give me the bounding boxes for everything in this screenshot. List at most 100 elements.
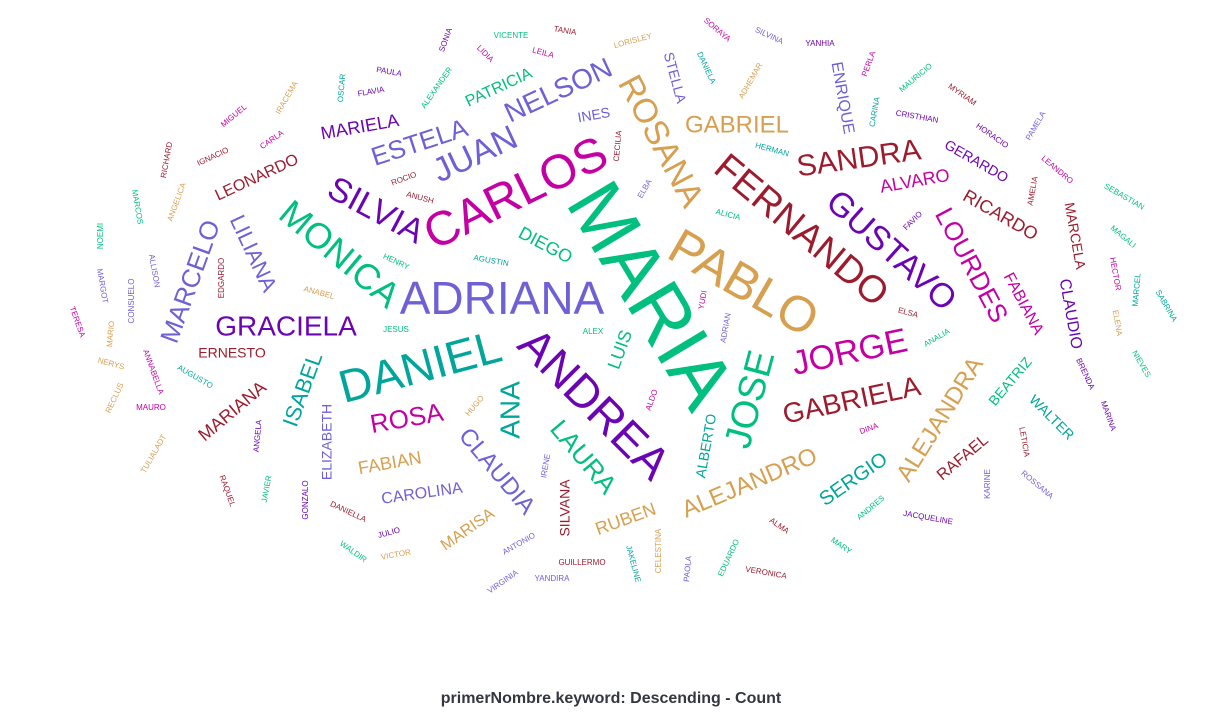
word-vicente[interactable]: VICENTE (494, 31, 529, 40)
word-rocio[interactable]: ROCIO (390, 170, 418, 187)
word-daniella[interactable]: DANIELLA (329, 499, 368, 524)
word-sebastian[interactable]: SEBASTIAN (1103, 182, 1147, 212)
word-ruben[interactable]: RUBEN (593, 499, 659, 539)
word-rossana[interactable]: ROSSANA (1019, 469, 1055, 501)
word-annabella[interactable]: ANNABELLA (141, 348, 166, 396)
word-dina[interactable]: DINA (858, 421, 880, 436)
word-alma[interactable]: ALMA (768, 516, 792, 536)
word-ana[interactable]: ANA (494, 381, 525, 439)
word-carolina[interactable]: CAROLINA (380, 480, 464, 508)
word-luis[interactable]: LUIS (604, 327, 636, 371)
word-stella[interactable]: STELLA (661, 50, 690, 105)
word-raquel[interactable]: RAQUEL (218, 474, 238, 509)
word-adriana[interactable]: ADRIANA (400, 272, 605, 324)
word-leticia[interactable]: LETICIA (1017, 426, 1031, 458)
word-herman[interactable]: HERMAN (754, 141, 790, 159)
word-anush[interactable]: ANUSH (405, 190, 435, 206)
word-allison[interactable]: ALLISON (147, 254, 162, 289)
word-waldir[interactable]: WALDIR (338, 539, 369, 564)
word-marcela[interactable]: MARCELA (1062, 201, 1090, 271)
word-elena[interactable]: ELENA (1111, 309, 1125, 337)
word-alex[interactable]: ALEX (583, 327, 604, 336)
word-mario[interactable]: MARIO (105, 321, 116, 348)
word-graciela[interactable]: GRACIELA (215, 310, 357, 341)
word-pamela[interactable]: PAMELA (1024, 109, 1048, 142)
word-paola[interactable]: PAOLA (682, 555, 693, 582)
word-javier[interactable]: JAVIER (260, 474, 274, 503)
word-noemi[interactable]: NOEMI (96, 223, 105, 249)
word-silvana[interactable]: SILVANA (557, 479, 573, 537)
word-teresa[interactable]: TERESA (68, 305, 88, 339)
word-karine[interactable]: KARINE (983, 469, 992, 499)
word-claudio[interactable]: CLAUDIO (1056, 277, 1085, 350)
word-celestina[interactable]: CELESTINA (654, 528, 663, 573)
word-perla[interactable]: PERLA (860, 49, 878, 77)
word-sonia[interactable]: SONIA (437, 26, 454, 53)
word-tulialadt[interactable]: TULIALADT (139, 433, 168, 475)
word-marcos[interactable]: MARCOS (130, 189, 145, 225)
word-augusto[interactable]: AUGUSTO (176, 363, 215, 391)
word-leonardo[interactable]: LEONARDO (213, 151, 302, 204)
word-mauricio[interactable]: MAURICIO (898, 61, 934, 94)
word-myriam[interactable]: MYRIAM (947, 82, 979, 108)
word-adhemar[interactable]: ADHEMAR (737, 61, 765, 100)
word-amelia[interactable]: AMELIA (1026, 175, 1040, 206)
word-nerys[interactable]: NERYS (97, 356, 126, 372)
word-julio[interactable]: JULIO (377, 525, 401, 540)
word-elsa[interactable]: ELSA (897, 306, 920, 320)
word-richard[interactable]: RICHARD (159, 141, 174, 179)
word-lidia[interactable]: LIDIA (475, 43, 496, 64)
word-angelica[interactable]: ANGELICA (165, 181, 188, 223)
word-alberto[interactable]: ALBERTO (692, 412, 719, 479)
word-gabriel[interactable]: GABRIEL (685, 111, 789, 138)
word-leila[interactable]: LEILA (531, 45, 555, 60)
word-antonio[interactable]: ANTONIO (501, 531, 537, 557)
word-jesus[interactable]: JESUS (383, 325, 409, 334)
word-lorisley[interactable]: LORISLEY (613, 31, 654, 50)
word-margot[interactable]: MARGOT (95, 268, 110, 304)
word-nieves[interactable]: NIEVES (1130, 349, 1152, 379)
word-gonzalo[interactable]: GONZALO (301, 480, 310, 519)
word-soraya[interactable]: SORAYA (702, 16, 733, 44)
word-guillermo[interactable]: GUILLERMO (558, 558, 605, 567)
word-angela[interactable]: ANGELA (252, 419, 264, 453)
word-victor[interactable]: VICTOR (380, 548, 411, 562)
word-mary[interactable]: MARY (829, 535, 854, 556)
word-adrian[interactable]: ADRIAN (719, 312, 733, 344)
word-marina[interactable]: MARINA (1099, 400, 1118, 433)
word-agustin[interactable]: AGUSTIN (473, 253, 510, 268)
word-silvina[interactable]: SILVINA (754, 25, 786, 46)
word-alexander[interactable]: ALEXANDER (419, 65, 454, 110)
word-reclus[interactable]: RECLUS (104, 381, 126, 414)
word-carina[interactable]: CARINA (868, 96, 882, 128)
word-carla[interactable]: CARLA (258, 128, 286, 151)
word-jacqueline[interactable]: JACQUELINE (903, 509, 954, 527)
word-edgardo[interactable]: EDGARDO (217, 258, 226, 298)
word-veronica[interactable]: VERONICA (745, 565, 788, 581)
word-yudi[interactable]: YUDI (697, 290, 709, 310)
word-leandro[interactable]: LEANDRO (1040, 154, 1075, 186)
word-ernesto[interactable]: ERNESTO (198, 345, 266, 361)
word-marcel[interactable]: MARCEL (1131, 272, 1143, 307)
word-oscar[interactable]: OSCAR (336, 73, 347, 102)
word-marisa[interactable]: MARISA (438, 505, 498, 554)
word-brenda[interactable]: BRENDA (1074, 357, 1097, 392)
word-hugo[interactable]: HUGO (464, 394, 486, 418)
word-magali[interactable]: MAGALI (1109, 224, 1138, 250)
word-hector[interactable]: HECTOR (1108, 257, 1123, 292)
word-aldo[interactable]: ALDO (644, 388, 660, 412)
word-sabrina[interactable]: SABRINA (1154, 288, 1180, 323)
word-irene[interactable]: IRENE (539, 453, 552, 479)
word-mauro[interactable]: MAURO (136, 403, 166, 412)
word-iracema[interactable]: IRACEMA (274, 79, 300, 116)
word-jakeline[interactable]: JAKELINE (624, 544, 642, 583)
word-eduardo[interactable]: EDUARDO (716, 538, 741, 578)
word-consuelo[interactable]: CONSUELO (127, 279, 136, 324)
word-ines[interactable]: INES (576, 104, 611, 125)
word-virginia[interactable]: VIRGINIA (486, 568, 520, 596)
word-yandira[interactable]: YANDIRA (535, 574, 571, 583)
word-tania[interactable]: TANIA (553, 24, 578, 37)
word-yanhia[interactable]: YANHIA (805, 39, 835, 48)
word-cristhian[interactable]: CRISTHIAN (895, 108, 939, 124)
word-cecilia[interactable]: CECILIA (612, 129, 624, 161)
